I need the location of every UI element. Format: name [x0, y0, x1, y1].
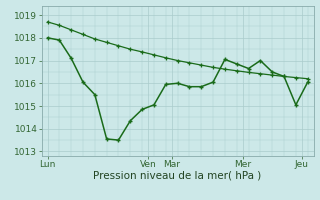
- X-axis label: Pression niveau de la mer( hPa ): Pression niveau de la mer( hPa ): [93, 171, 262, 181]
